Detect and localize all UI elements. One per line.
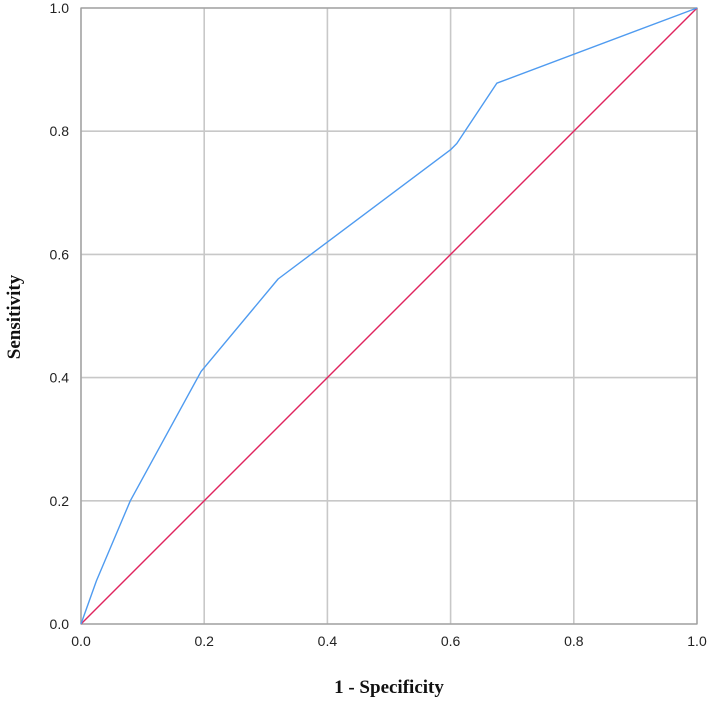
x-tick-label: 0.2 [194,633,214,649]
reference-line [80,7,698,625]
x-tick-label: 1.0 [687,633,707,649]
x-tick-label: 0.6 [441,633,461,649]
y-tick-label: 0.6 [50,246,70,262]
y-tick-label: 0.2 [50,493,70,509]
y-tick-label: 0.0 [50,616,70,632]
y-tick-labels: 0.0 0.2 0.4 0.6 0.8 1.0 [50,0,70,632]
roc-curve [80,7,698,625]
x-axis-title: 1 - Specificity [334,677,444,698]
x-tick-label: 0.4 [318,633,338,649]
series-group [80,7,698,625]
y-tick-label: 0.4 [50,370,70,386]
y-tick-label: 0.8 [50,123,70,139]
x-tick-label: 0.8 [564,633,584,649]
y-axis-title: Sensitivity [4,274,25,359]
plot-frame [80,7,698,625]
x-tick-label: 0.0 [71,633,91,649]
y-tick-label: 1.0 [50,0,70,16]
x-tick-labels: 0.0 0.2 0.4 0.6 0.8 1.0 [71,633,707,649]
